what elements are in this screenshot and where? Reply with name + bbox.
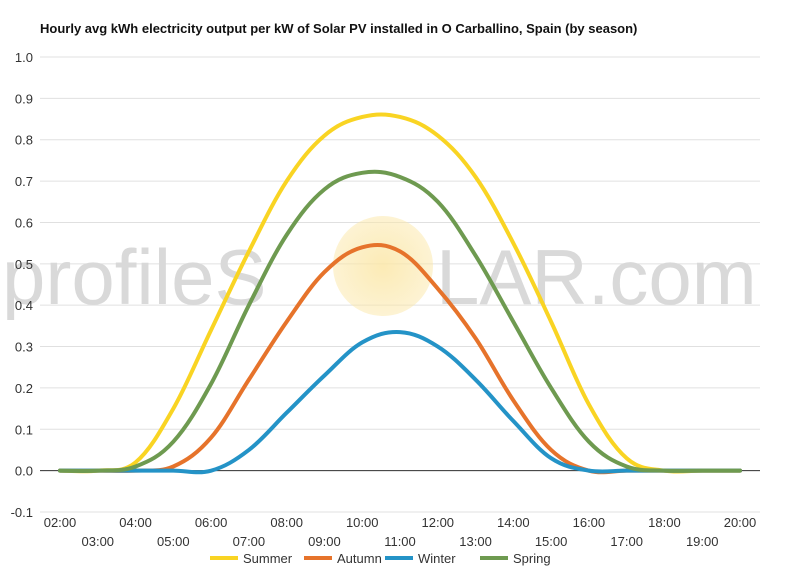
x-tick-label: 08:00 <box>270 515 303 530</box>
series-line-summer <box>58 112 742 474</box>
legend-label-summer: Summer <box>243 551 293 566</box>
series-lines <box>58 112 742 475</box>
x-tick-label: 12:00 <box>422 515 455 530</box>
chart-title: Hourly avg kWh electricity output per kW… <box>40 21 637 36</box>
watermark-left: profileS <box>2 233 266 321</box>
series-line-spring <box>58 169 742 473</box>
watermark: profileS LAR.com <box>2 216 757 321</box>
y-tick-label: 0.0 <box>15 464 33 479</box>
x-tick-label: 18:00 <box>648 515 681 530</box>
x-tick-label: 03:00 <box>82 534 115 549</box>
x-tick-label: 05:00 <box>157 534 190 549</box>
series-line-winter <box>58 329 742 475</box>
x-tick-label: 17:00 <box>610 534 643 549</box>
y-tick-label: 0.7 <box>15 174 33 189</box>
x-tick-label: 20:00 <box>724 515 757 530</box>
x-tick-label: 14:00 <box>497 515 530 530</box>
x-tick-label: 13:00 <box>459 534 492 549</box>
x-tick-label: 15:00 <box>535 534 568 549</box>
y-tick-label: 0.1 <box>15 422 33 437</box>
x-tick-label: 19:00 <box>686 534 719 549</box>
x-tick-label: 16:00 <box>573 515 606 530</box>
x-tick-label: 02:00 <box>44 515 77 530</box>
x-tick-label: 09:00 <box>308 534 341 549</box>
legend-label-autumn: Autumn <box>337 551 382 566</box>
y-tick-label: 0.3 <box>15 340 33 355</box>
legend: Summer Autumn Winter Spring <box>210 551 551 566</box>
watermark-right: LAR.com <box>436 233 757 321</box>
y-tick-label: 0.5 <box>15 257 33 272</box>
y-axis-ticks: -0.1 0.0 0.1 0.2 0.3 0.4 0.5 0.6 0.7 0.8 0.9 1.0 <box>11 50 33 520</box>
legend-label-winter: Winter <box>418 551 456 566</box>
x-tick-label: 10:00 <box>346 515 379 530</box>
x-tick-label: 06:00 <box>195 515 228 530</box>
y-tick-label: 0.9 <box>15 91 33 106</box>
x-tick-label: 04:00 <box>119 515 152 530</box>
y-tick-label: -0.1 <box>11 505 33 520</box>
watermark-sun <box>333 216 433 316</box>
x-tick-label: 07:00 <box>233 534 266 549</box>
y-tick-label: 0.6 <box>15 215 33 230</box>
y-tick-label: 0.8 <box>15 133 33 148</box>
legend-label-spring: Spring <box>513 551 551 566</box>
y-tick-label: 0.2 <box>15 381 33 396</box>
x-axis-ticks: 02:00 03:00 04:00 05:00 06:00 07:00 08:00 09:00… <box>44 515 757 549</box>
x-tick-label: 11:00 <box>384 534 416 549</box>
y-tick-label: 1.0 <box>15 50 33 65</box>
y-tick-label: 0.4 <box>15 298 33 313</box>
